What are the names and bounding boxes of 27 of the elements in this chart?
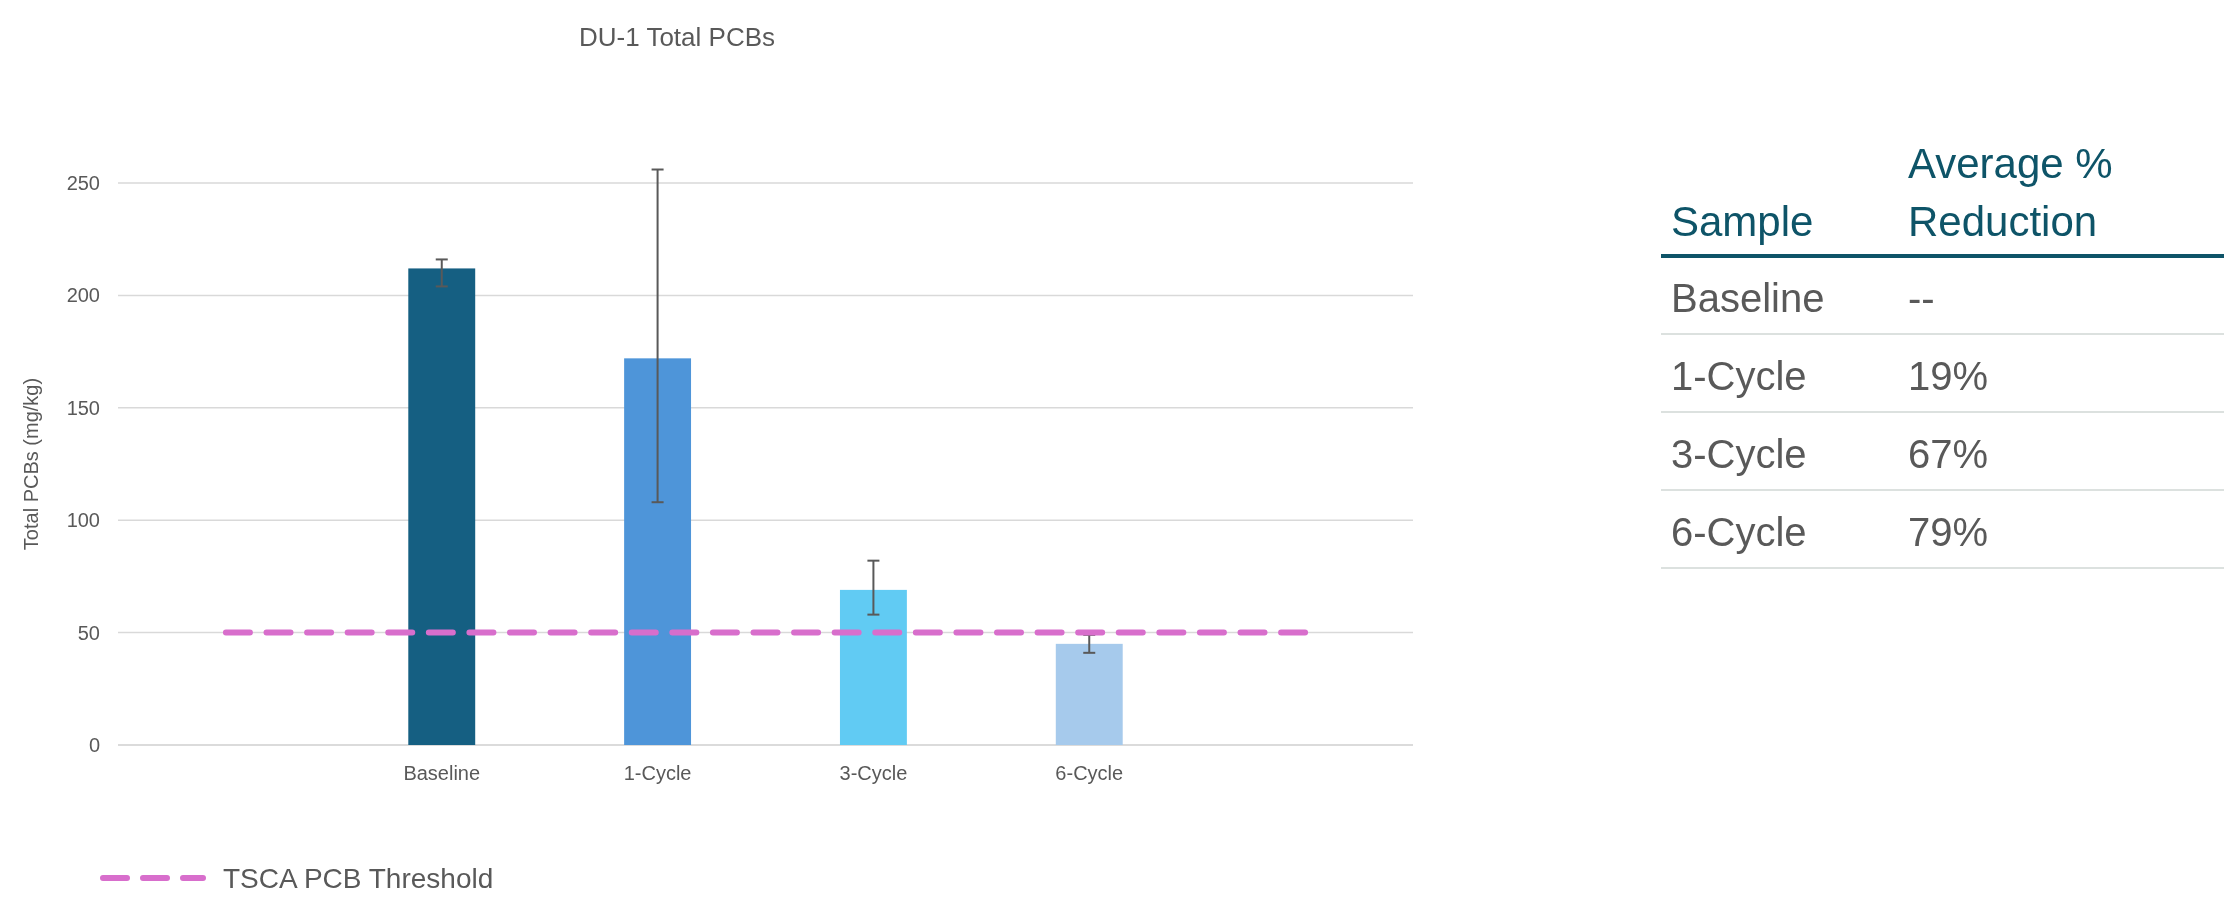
- chart-title: DU-1 Total PCBs: [578, 22, 776, 52]
- text: Average % Reduction: [1908, 140, 2113, 245]
- x-tick-label: 1-Cycle: [623, 762, 692, 784]
- x-tick-label: 6-Cycle: [1055, 762, 1124, 784]
- y-tick-label: 250: [66, 172, 100, 194]
- y-tick-label: 100: [66, 509, 100, 532]
- text: 79%: [1908, 510, 1989, 554]
- y-axis-title: Total PCBs (mg/kg): [20, 377, 42, 551]
- bar: [1055, 643, 1123, 745]
- bar: [408, 268, 476, 745]
- category-label: Baseline: [1671, 276, 1825, 320]
- bar: [624, 358, 692, 745]
- y-tick-label: 150: [66, 396, 100, 419]
- text: Sample: [1671, 198, 1814, 245]
- text: --: [1908, 276, 1935, 320]
- legend-label: TSCA PCB Threshold: [223, 863, 494, 894]
- category-label: 6-Cycle: [1671, 510, 1807, 554]
- text: 19%: [1908, 354, 1989, 398]
- x-tick-label: Baseline: [403, 762, 481, 784]
- category-label: 1-Cycle: [1671, 354, 1807, 398]
- bar: [839, 589, 907, 745]
- y-tick-label: 0: [88, 734, 100, 756]
- y-tick-label: 50: [77, 621, 100, 644]
- y-tick-label: 200: [66, 284, 100, 307]
- x-tick-label: 3-Cycle: [839, 762, 908, 784]
- text: 67%: [1908, 432, 1989, 476]
- category-label: 3-Cycle: [1671, 432, 1807, 476]
